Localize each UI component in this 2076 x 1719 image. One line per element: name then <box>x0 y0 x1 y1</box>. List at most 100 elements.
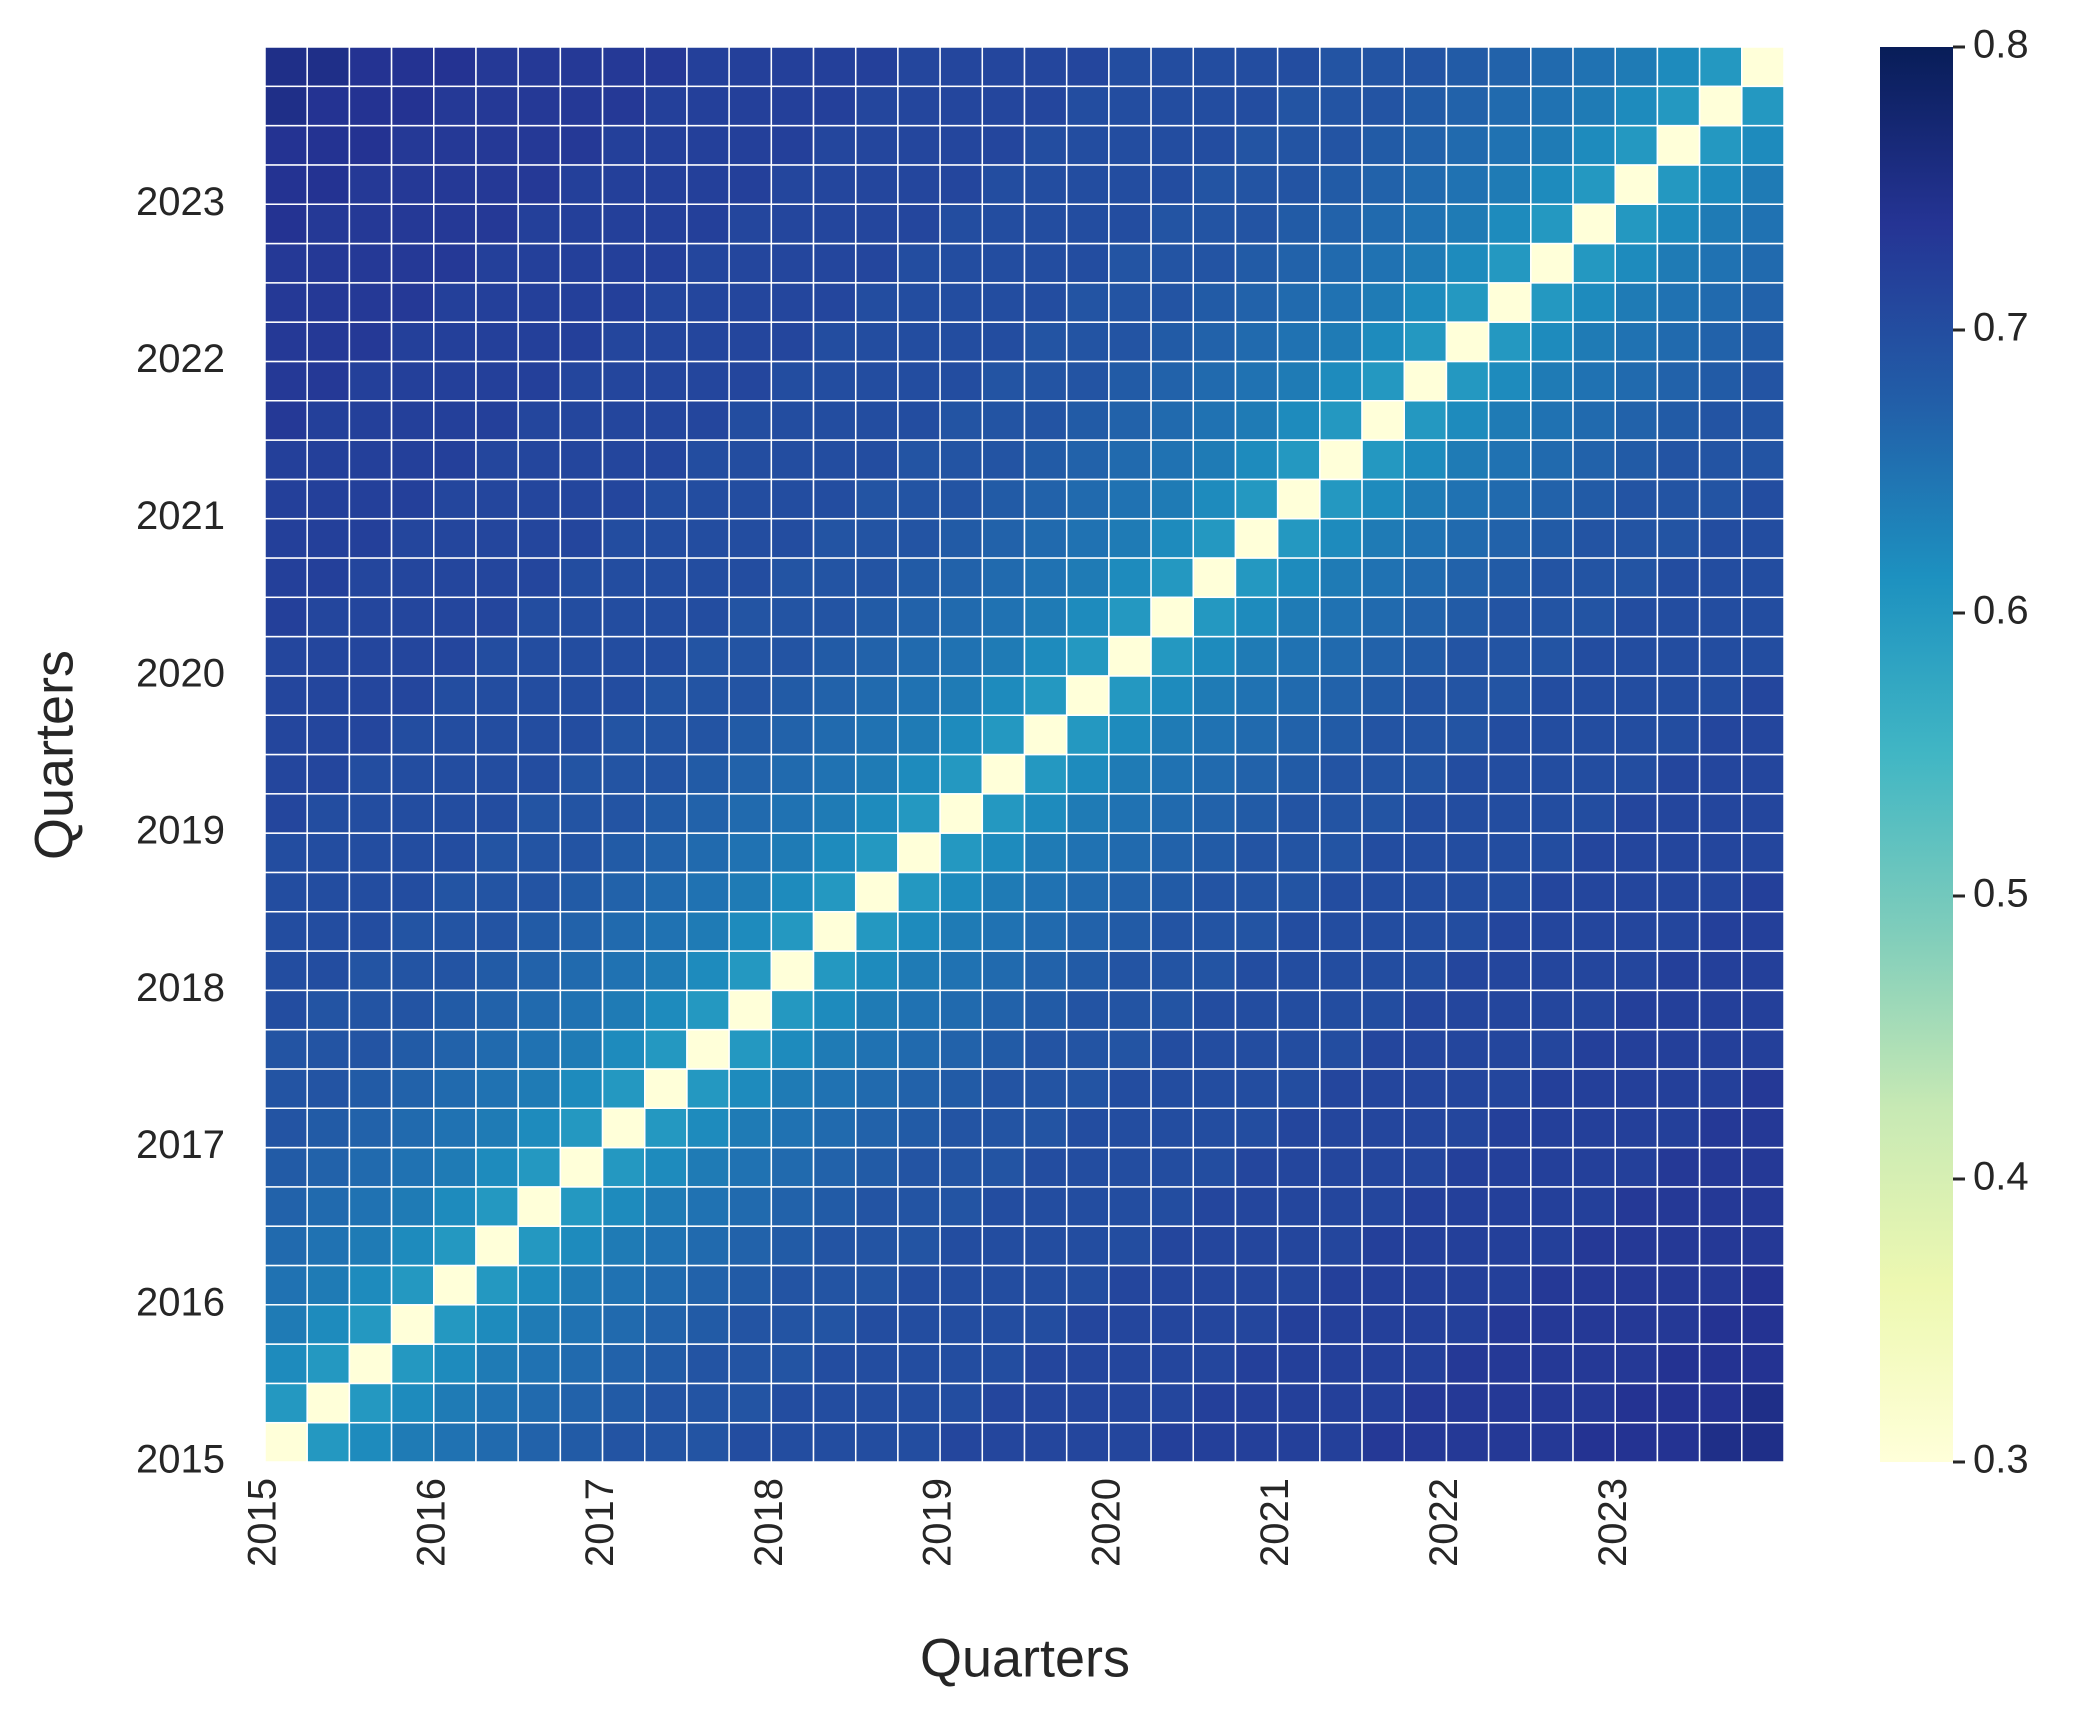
heatmap-cell <box>1698 1186 1743 1227</box>
heatmap-cell <box>854 1028 899 1070</box>
heatmap-cell <box>1065 242 1110 284</box>
heatmap-cell <box>854 910 899 952</box>
y-tick-label: 2019 <box>136 809 225 853</box>
heatmap-cell <box>1192 1186 1237 1227</box>
heatmap-cell <box>517 46 562 88</box>
heatmap-cell <box>1741 871 1785 913</box>
heatmap-cell <box>390 1186 435 1227</box>
heatmap-cell <box>390 596 435 638</box>
heatmap-cell <box>1614 321 1659 363</box>
heatmap-cell <box>1487 557 1532 599</box>
heatmap-cell <box>1276 321 1321 363</box>
heatmap-cell <box>897 793 941 834</box>
heatmap-cell <box>897 635 941 677</box>
heatmap-cell <box>1614 1146 1659 1188</box>
heatmap-cell <box>1656 989 1701 1031</box>
heatmap-cell <box>433 714 477 756</box>
heatmap-cell <box>981 46 1026 88</box>
heatmap-cell <box>1656 832 1701 874</box>
heatmap-cell <box>1150 439 1195 481</box>
heatmap-cell <box>348 1304 393 1345</box>
heatmap-cell <box>601 871 646 913</box>
heatmap-cell <box>475 242 519 284</box>
heatmap-cell <box>770 1028 815 1070</box>
heatmap-cell <box>601 1264 646 1306</box>
heatmap-cell <box>897 282 941 323</box>
heatmap-cell <box>264 1421 308 1463</box>
heatmap-cell <box>475 1304 519 1345</box>
heatmap-cell <box>1023 1186 1068 1227</box>
heatmap-cell <box>264 164 308 205</box>
heatmap-cell <box>433 400 477 441</box>
heatmap-cell <box>1108 1107 1152 1149</box>
heatmap-cell <box>644 950 688 992</box>
heatmap-cell <box>854 46 899 88</box>
heatmap-cell <box>728 1028 773 1070</box>
heatmap-cell <box>1487 1382 1532 1424</box>
heatmap-cell <box>433 164 477 205</box>
heatmap-cell <box>1319 1186 1363 1227</box>
heatmap-cell <box>1361 635 1405 677</box>
heatmap-cell <box>1023 1107 1068 1149</box>
heatmap-cell <box>1403 793 1448 834</box>
heatmap-cell <box>1741 1421 1785 1463</box>
heatmap-cell <box>939 832 984 874</box>
heatmap-cell <box>1234 517 1279 559</box>
heatmap-cell <box>854 557 899 599</box>
heatmap-cell <box>1614 1225 1659 1267</box>
heatmap-cell <box>1698 950 1743 992</box>
heatmap-cell <box>1108 675 1152 716</box>
heatmap-cell <box>939 1186 984 1227</box>
heatmap-cell <box>854 1382 899 1424</box>
heatmap-cell <box>1276 910 1321 952</box>
heatmap-cell <box>939 1421 984 1463</box>
heatmap-cell <box>1741 1028 1785 1070</box>
heatmap-cell <box>1361 675 1405 716</box>
heatmap-cell <box>264 517 308 559</box>
heatmap-cell <box>1403 1304 1448 1345</box>
heatmap-cell <box>812 1264 857 1306</box>
heatmap-cell <box>475 1107 519 1149</box>
heatmap-cell <box>1276 635 1321 677</box>
heatmap-cell <box>854 714 899 756</box>
heatmap-cell <box>559 832 604 874</box>
heatmap-cell <box>1403 557 1448 599</box>
heatmap-cell <box>433 989 477 1031</box>
heatmap-cell <box>1656 242 1701 284</box>
heatmap-cell <box>601 1304 646 1345</box>
heatmap-cell <box>517 478 562 520</box>
heatmap-cell <box>1192 596 1237 638</box>
heatmap-cell <box>559 321 604 363</box>
heatmap-cell <box>1741 793 1785 834</box>
heatmap-cell <box>897 400 941 441</box>
heatmap-cell <box>1656 1264 1701 1306</box>
heatmap-cell <box>433 85 477 127</box>
heatmap-cell <box>517 753 562 795</box>
heatmap-cell <box>601 1107 646 1149</box>
heatmap-cell <box>1530 1146 1574 1188</box>
heatmap-cell <box>686 989 730 1031</box>
heatmap-cell <box>644 1225 688 1267</box>
heatmap-cell <box>1445 1186 1490 1227</box>
heatmap-cell <box>517 596 562 638</box>
heatmap-cell <box>1023 675 1068 716</box>
heatmap-cell <box>306 832 351 874</box>
heatmap-cell <box>601 714 646 756</box>
heatmap-cell <box>1656 360 1701 402</box>
heatmap-cell <box>1698 203 1743 245</box>
heatmap-cell <box>348 242 393 284</box>
heatmap-cell <box>390 321 435 363</box>
heatmap-cell <box>812 282 857 323</box>
heatmap-cell <box>854 1421 899 1463</box>
heatmap-cell <box>770 478 815 520</box>
heatmap-cell <box>1403 1225 1448 1267</box>
heatmap-cell <box>728 1264 773 1306</box>
heatmap-cell <box>559 124 604 166</box>
heatmap-cell <box>1065 1028 1110 1070</box>
heatmap-cell <box>1403 478 1448 520</box>
heatmap-cell <box>897 478 941 520</box>
heatmap-cell <box>728 675 773 716</box>
heatmap-cell <box>306 478 351 520</box>
heatmap-cell <box>939 871 984 913</box>
heatmap-cell <box>728 793 773 834</box>
